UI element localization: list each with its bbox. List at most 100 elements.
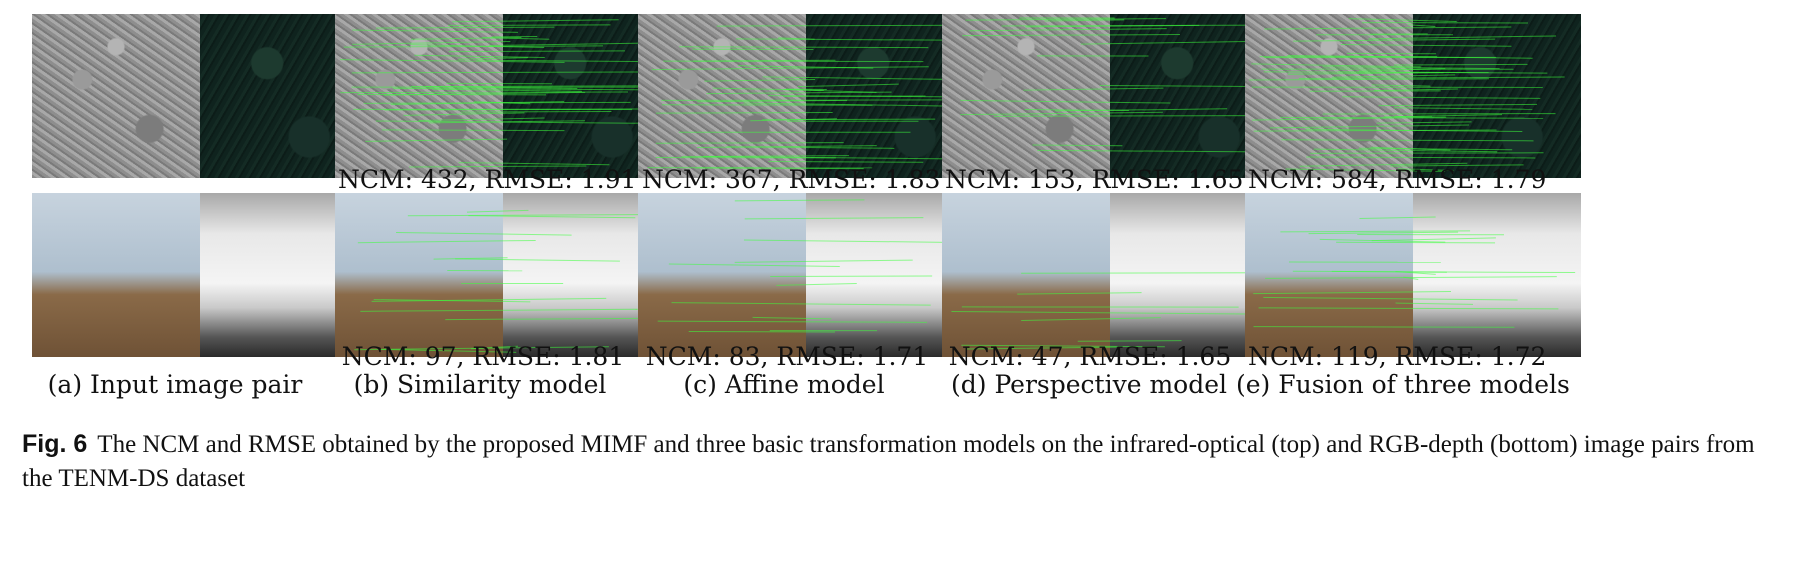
rgb-image bbox=[32, 193, 200, 357]
match-line bbox=[403, 112, 525, 116]
match-line bbox=[1394, 107, 1533, 110]
match-line bbox=[1263, 296, 1518, 301]
match-line bbox=[1348, 18, 1457, 22]
match-line bbox=[466, 209, 529, 213]
image-pair-bottom-e bbox=[1245, 193, 1581, 357]
subcaption-c: (c) Affine model bbox=[683, 370, 885, 399]
match-line bbox=[381, 348, 517, 353]
match-line bbox=[706, 91, 892, 95]
match-lines-overlay bbox=[1249, 18, 1565, 172]
match-line bbox=[433, 257, 508, 260]
match-line bbox=[1264, 26, 1512, 30]
match-line bbox=[1251, 63, 1421, 68]
match-line bbox=[1340, 44, 1512, 47]
match-line bbox=[407, 214, 652, 217]
match-line bbox=[655, 111, 833, 114]
match-line bbox=[1378, 103, 1538, 107]
match-line bbox=[365, 138, 508, 142]
figure-caption-text: The NCM and RMSE obtained by the propose… bbox=[22, 431, 1755, 492]
match-line bbox=[351, 71, 656, 74]
match-lines-overlay bbox=[951, 272, 1265, 350]
match-line bbox=[1280, 116, 1544, 119]
match-line bbox=[455, 258, 620, 262]
match-line bbox=[1023, 87, 1164, 91]
match-line bbox=[1032, 144, 1123, 147]
match-line bbox=[1407, 24, 1436, 27]
match-line bbox=[726, 146, 895, 149]
match-line bbox=[1403, 276, 1419, 281]
subcaption-b: (b) Similarity model bbox=[353, 370, 607, 399]
match-line bbox=[663, 60, 924, 63]
match-line bbox=[1322, 66, 1500, 70]
match-line bbox=[375, 26, 555, 29]
match-line bbox=[969, 28, 1167, 32]
match-line bbox=[668, 263, 840, 268]
match-line bbox=[993, 115, 1266, 117]
match-line bbox=[712, 87, 824, 91]
match-line bbox=[960, 111, 1163, 116]
match-line bbox=[770, 275, 933, 278]
match-lines-overlay bbox=[647, 24, 969, 170]
match-line bbox=[489, 42, 663, 46]
match-line bbox=[1390, 164, 1524, 167]
match-line bbox=[343, 45, 604, 48]
match-line bbox=[1055, 108, 1228, 112]
image-pair-top-a bbox=[32, 14, 368, 178]
match-line bbox=[1017, 292, 1142, 295]
match-line bbox=[1331, 270, 1447, 273]
match-line bbox=[744, 217, 924, 220]
match-line bbox=[414, 54, 545, 59]
image-pair-bottom-b bbox=[335, 193, 671, 357]
match-line bbox=[1253, 129, 1497, 132]
match-line bbox=[457, 57, 529, 60]
match-line bbox=[1080, 40, 1274, 45]
match-line bbox=[1310, 152, 1544, 154]
metrics-top-e: NCM: 584, RMSE: 1.79 bbox=[1248, 165, 1547, 194]
match-line bbox=[1336, 241, 1496, 244]
match-line bbox=[1021, 272, 1265, 274]
match-line bbox=[1371, 237, 1496, 242]
match-line bbox=[1299, 162, 1468, 167]
match-line bbox=[1249, 78, 1490, 81]
match-line bbox=[1269, 124, 1470, 129]
match-line bbox=[371, 297, 607, 302]
match-line bbox=[1395, 302, 1474, 305]
metrics-top-b: NCM: 432, RMSE: 1.91 bbox=[338, 165, 637, 194]
image-pair-top-b bbox=[335, 14, 671, 178]
match-line bbox=[1281, 139, 1534, 142]
match-line bbox=[1025, 24, 1200, 28]
depth-image bbox=[1413, 193, 1581, 357]
match-lines-overlay bbox=[340, 19, 666, 168]
match-line bbox=[1397, 168, 1454, 171]
match-line bbox=[340, 91, 629, 94]
match-line bbox=[445, 317, 655, 321]
match-line bbox=[393, 87, 656, 91]
match-line bbox=[743, 102, 943, 107]
match-line bbox=[425, 85, 652, 88]
match-line bbox=[762, 76, 958, 80]
match-line bbox=[657, 320, 928, 323]
match-line bbox=[473, 101, 531, 105]
match-line bbox=[1280, 230, 1471, 233]
figure-tag: Fig. 6 bbox=[22, 430, 88, 458]
match-line bbox=[703, 155, 962, 160]
figure-caption: Fig. 6 The NCM and RMSE obtained by the p… bbox=[22, 427, 1772, 496]
match-line bbox=[1077, 340, 1182, 342]
match-line bbox=[743, 239, 965, 244]
match-lines-overlay bbox=[657, 199, 965, 333]
image-pair-bottom-d bbox=[942, 193, 1278, 357]
image-pair-bottom-c bbox=[638, 193, 974, 357]
match-line bbox=[1253, 290, 1452, 295]
match-line bbox=[776, 282, 857, 286]
metrics-top-d: NCM: 153, RMSE: 1.65 bbox=[945, 165, 1244, 194]
match-line bbox=[1368, 35, 1557, 40]
match-line bbox=[651, 66, 929, 71]
match-line bbox=[704, 79, 816, 82]
match-line bbox=[409, 165, 587, 168]
match-line bbox=[965, 18, 1167, 21]
match-line bbox=[1044, 19, 1125, 22]
match-line bbox=[468, 215, 636, 219]
match-line bbox=[352, 29, 518, 33]
match-line bbox=[1308, 231, 1459, 235]
rgb-image bbox=[335, 193, 503, 357]
